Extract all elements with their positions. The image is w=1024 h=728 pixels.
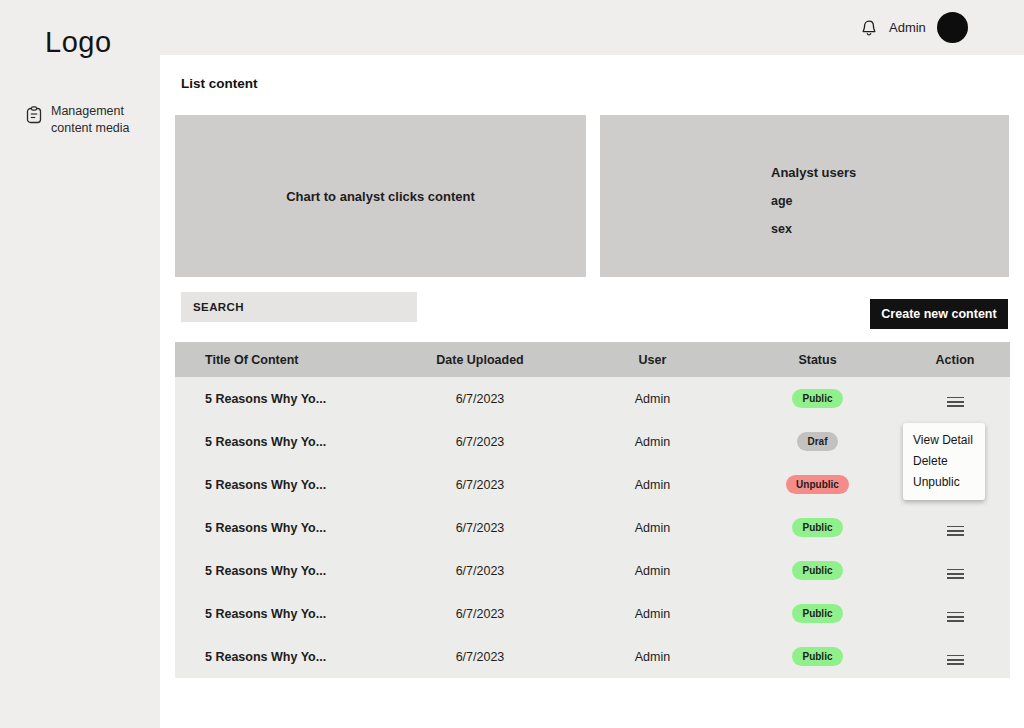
row-actions-menu-icon[interactable]: [944, 394, 967, 410]
context-menu-item-view-detail[interactable]: View Detail: [913, 430, 985, 451]
cell-status: Public: [735, 518, 900, 537]
status-badge: Public: [792, 604, 842, 623]
bell-icon[interactable]: [860, 19, 878, 37]
cell-date-uploaded: 6/7/2023: [390, 650, 570, 664]
row-actions-menu-icon[interactable]: [944, 609, 967, 625]
cell-action: [900, 387, 1010, 409]
column-header-status: Status: [735, 353, 900, 367]
cell-title: 5 Reasons Why Yo...: [175, 607, 390, 621]
cell-action: [900, 602, 1010, 624]
analyst-panel-line: sex: [771, 222, 856, 236]
cell-title: 5 Reasons Why Yo...: [175, 478, 390, 492]
user-name: Admin: [889, 20, 926, 35]
column-header-title-of-content: Title Of Content: [175, 353, 390, 367]
table-row: 5 Reasons Why Yo... 6/7/2023 Admin Publi…: [175, 635, 1010, 678]
cell-status: Draf: [735, 432, 900, 451]
cell-date-uploaded: 6/7/2023: [390, 392, 570, 406]
search-input[interactable]: [181, 292, 417, 322]
sidebar-item-label: Managementcontent media: [51, 103, 130, 137]
cell-user: Admin: [570, 435, 735, 449]
table-row: 5 Reasons Why Yo... 6/7/2023 Admin Publi…: [175, 549, 1010, 592]
table-row: 5 Reasons Why Yo... 6/7/2023 Admin Publi…: [175, 592, 1010, 635]
topbar: Admin: [860, 0, 968, 55]
cell-action: [900, 645, 1010, 667]
cell-status: Unpublic: [735, 475, 900, 494]
column-header-date-uploaded: Date Uploaded: [390, 353, 570, 367]
chart-panel-label: Chart to analyst clicks content: [286, 189, 475, 204]
cell-date-uploaded: 6/7/2023: [390, 521, 570, 535]
cell-user: Admin: [570, 607, 735, 621]
cell-date-uploaded: 6/7/2023: [390, 435, 570, 449]
cell-title: 5 Reasons Why Yo...: [175, 564, 390, 578]
table-row: 5 Reasons Why Yo... 6/7/2023 Admin Publi…: [175, 506, 1010, 549]
analyst-panel: Analyst users age sex: [600, 115, 1009, 277]
cell-status: Public: [735, 604, 900, 623]
row-context-menu: View DetailDeleteUnpublic: [903, 423, 985, 500]
column-header-user: User: [570, 353, 735, 367]
row-actions-menu-icon[interactable]: [944, 652, 967, 668]
row-actions-menu-icon[interactable]: [944, 566, 967, 582]
cell-title: 5 Reasons Why Yo...: [175, 521, 390, 535]
cell-user: Admin: [570, 564, 735, 578]
status-badge: Public: [792, 647, 842, 666]
table-row: 5 Reasons Why Yo... 6/7/2023 Admin Unpub…: [175, 463, 1010, 506]
status-badge: Draf: [797, 432, 837, 451]
row-actions-menu-icon[interactable]: [944, 523, 967, 539]
context-menu-item-unpublic[interactable]: Unpublic: [913, 472, 985, 493]
cell-status: Public: [735, 647, 900, 666]
status-badge: Public: [792, 561, 842, 580]
table-body: 5 Reasons Why Yo... 6/7/2023 Admin Publi…: [175, 377, 1010, 678]
status-badge: Unpublic: [786, 475, 849, 494]
cell-status: Public: [735, 561, 900, 580]
table-header: Title Of ContentDate UploadedUserStatusA…: [175, 342, 1010, 377]
cell-user: Admin: [570, 478, 735, 492]
avatar[interactable]: [937, 12, 968, 43]
analyst-panel-line: age: [771, 194, 856, 208]
table-row: 5 Reasons Why Yo... 6/7/2023 Admin Draf: [175, 420, 1010, 463]
cell-user: Admin: [570, 392, 735, 406]
cell-user: Admin: [570, 650, 735, 664]
cell-date-uploaded: 6/7/2023: [390, 564, 570, 578]
cell-date-uploaded: 6/7/2023: [390, 478, 570, 492]
cell-title: 5 Reasons Why Yo...: [175, 435, 390, 449]
page-title: List content: [181, 76, 258, 91]
cell-action: [900, 516, 1010, 538]
table-row: 5 Reasons Why Yo... 6/7/2023 Admin Publi…: [175, 377, 1010, 420]
status-badge: Public: [792, 389, 842, 408]
cell-action: [900, 559, 1010, 581]
status-badge: Public: [792, 518, 842, 537]
sidebar-item-management-content-media[interactable]: Managementcontent media: [26, 103, 130, 137]
cell-date-uploaded: 6/7/2023: [390, 607, 570, 621]
create-new-content-button[interactable]: Create new content: [870, 299, 1008, 329]
cell-user: Admin: [570, 521, 735, 535]
analyst-panel-title: Analyst users: [771, 165, 856, 180]
logo: Logo: [45, 26, 112, 59]
sidebar: Logo Managementcontent media: [0, 0, 160, 728]
cell-title: 5 Reasons Why Yo...: [175, 650, 390, 664]
content-table: Title Of ContentDate UploadedUserStatusA…: [175, 342, 1010, 678]
column-header-action: Action: [900, 353, 1010, 367]
cell-title: 5 Reasons Why Yo...: [175, 392, 390, 406]
chart-panel: Chart to analyst clicks content: [175, 115, 586, 277]
analyst-panel-text: Analyst users age sex: [771, 165, 856, 250]
cell-status: Public: [735, 389, 900, 408]
context-menu-item-delete[interactable]: Delete: [913, 451, 985, 472]
clipboard-icon: [26, 103, 42, 128]
